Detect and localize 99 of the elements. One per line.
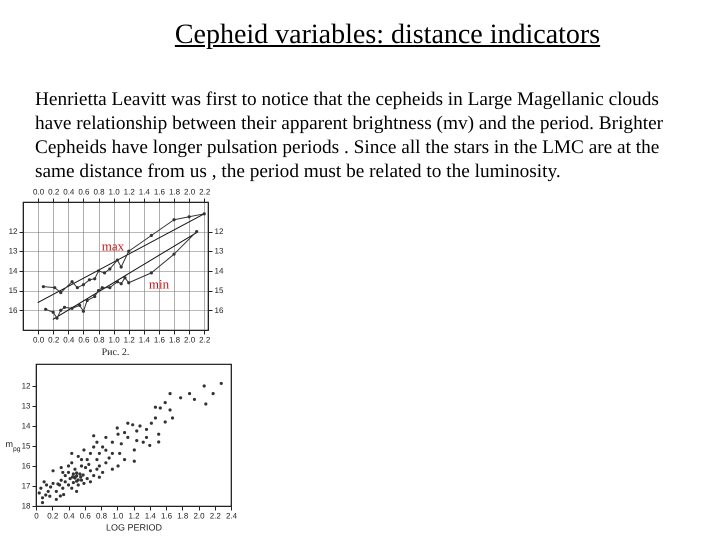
x-tick-label: 0.6 bbox=[80, 512, 92, 520]
point bbox=[120, 282, 123, 286]
x2-tick-label: 1.4 bbox=[138, 188, 150, 196]
y-tick-label: 17 bbox=[22, 482, 32, 490]
x-tick-label: 0.8 bbox=[93, 336, 106, 344]
point bbox=[195, 230, 198, 234]
annotation: max bbox=[102, 238, 125, 254]
y2-tick-label: 13 bbox=[214, 246, 224, 256]
point bbox=[82, 310, 85, 313]
y-tick-label: 13 bbox=[8, 246, 18, 256]
x2-tick-label: 0.2 bbox=[48, 188, 60, 196]
x-tick-label: 1.4 bbox=[144, 512, 156, 520]
x2-tick-label: 2.0 bbox=[184, 188, 196, 196]
y2-tick-label: 14 bbox=[214, 266, 224, 276]
point bbox=[62, 306, 66, 309]
y-tick-label: 14 bbox=[22, 422, 32, 430]
y-tick-label: 12 bbox=[22, 382, 32, 390]
point bbox=[188, 215, 191, 218]
point bbox=[127, 250, 130, 253]
y-tick-label: 15 bbox=[22, 442, 32, 450]
y-tick-label: 13 bbox=[22, 402, 32, 410]
point bbox=[86, 298, 89, 302]
x-tick-label: 0.4 bbox=[63, 336, 75, 344]
point bbox=[150, 234, 153, 238]
y-tick-label: 12 bbox=[8, 227, 18, 236]
x-tick-label: 0.4 bbox=[63, 512, 76, 520]
point bbox=[102, 271, 106, 274]
point bbox=[96, 289, 100, 292]
y-tick-label: 14 bbox=[8, 266, 18, 276]
point bbox=[93, 294, 96, 298]
point bbox=[78, 304, 82, 307]
point bbox=[120, 265, 123, 269]
x-axis-title: LOG PERIOD bbox=[106, 522, 163, 532]
x-tick-label: 1.2 bbox=[128, 512, 140, 520]
point bbox=[70, 306, 74, 310]
x-tick-label: 2.0 bbox=[193, 512, 206, 520]
point bbox=[172, 252, 176, 256]
y-tick-label: 18 bbox=[22, 502, 32, 510]
x-tick-label: 1.8 bbox=[177, 512, 189, 520]
x2-tick-label: 0.6 bbox=[78, 188, 90, 196]
point bbox=[44, 308, 48, 311]
x-tick-label: 0.0 bbox=[33, 336, 45, 344]
point bbox=[123, 276, 127, 280]
annotation: min bbox=[148, 276, 170, 292]
point bbox=[108, 286, 112, 290]
x-tick-label: 0.2 bbox=[48, 336, 60, 344]
x-tick-label: 0.8 bbox=[96, 512, 108, 520]
x-tick-label: 0 bbox=[34, 512, 40, 520]
y-tick-label: 16 bbox=[8, 306, 18, 315]
point bbox=[202, 212, 206, 216]
y-tick-label: 15 bbox=[8, 286, 18, 296]
point bbox=[116, 280, 119, 284]
x-tick-label: 1.4 bbox=[138, 336, 150, 344]
x-tick-label: 1.6 bbox=[160, 512, 173, 520]
x-tick-label: 1.0 bbox=[112, 512, 124, 520]
point bbox=[55, 316, 59, 320]
text: Рис. 2. bbox=[102, 347, 130, 358]
x-tick-label: 2.4 bbox=[226, 512, 238, 520]
x-tick-label: 2.0 bbox=[184, 336, 196, 344]
y2-tick-label: 12 bbox=[214, 227, 224, 236]
point bbox=[127, 281, 130, 284]
point bbox=[76, 286, 79, 290]
x2-tick-label: 0.4 bbox=[63, 188, 75, 196]
point bbox=[88, 278, 92, 282]
x-tick-label: 1.8 bbox=[168, 336, 181, 344]
x-tick-label: 0.2 bbox=[47, 512, 59, 520]
point bbox=[82, 283, 85, 286]
point bbox=[108, 267, 112, 271]
point bbox=[100, 286, 104, 290]
x2-tick-label: 1.8 bbox=[168, 188, 181, 196]
x2-tick-label: 1.2 bbox=[124, 188, 136, 196]
x-tick-label: 2.2 bbox=[210, 512, 222, 520]
y2-tick-label: 15 bbox=[214, 286, 224, 296]
point bbox=[96, 269, 100, 272]
point bbox=[150, 271, 153, 274]
x2-tick-label: 1.6 bbox=[154, 188, 166, 196]
x2-tick-label: 0.8 bbox=[93, 188, 106, 196]
point bbox=[116, 258, 119, 262]
point bbox=[52, 310, 55, 314]
point bbox=[59, 308, 62, 312]
x-tick-label: 1.0 bbox=[108, 336, 120, 344]
text: Henrietta Leavitt was first to notice that the cepheids in Large Magellanic clouds have relationship between their apparent brightness (mv) and the period. Brighter Cepheids have longer pulsation periods . Since all the stars in the LMC are at the same distance from us , the period must be related to the luminosity. bbox=[35, 88, 664, 184]
x-tick-label: 2.2 bbox=[199, 336, 211, 344]
point bbox=[59, 291, 62, 294]
y2-tick-label: 16 bbox=[214, 306, 224, 315]
point bbox=[172, 218, 176, 222]
point bbox=[93, 277, 96, 280]
x-tick-label: 1.6 bbox=[154, 336, 166, 344]
x2-tick-label: 2.2 bbox=[199, 188, 211, 196]
point bbox=[70, 280, 74, 284]
y-axis-title: m$_{pg}$ bbox=[5, 439, 21, 453]
x-tick-label: 1.2 bbox=[124, 336, 136, 344]
point bbox=[42, 285, 45, 288]
text: Cepheid variables: distance indicators bbox=[174, 19, 602, 51]
x2-tick-label: 0.0 bbox=[33, 188, 45, 196]
x-tick-label: 0.6 bbox=[78, 336, 90, 344]
x2-tick-label: 1.0 bbox=[108, 188, 120, 196]
point bbox=[53, 286, 56, 290]
y-tick-label: 16 bbox=[22, 462, 32, 470]
